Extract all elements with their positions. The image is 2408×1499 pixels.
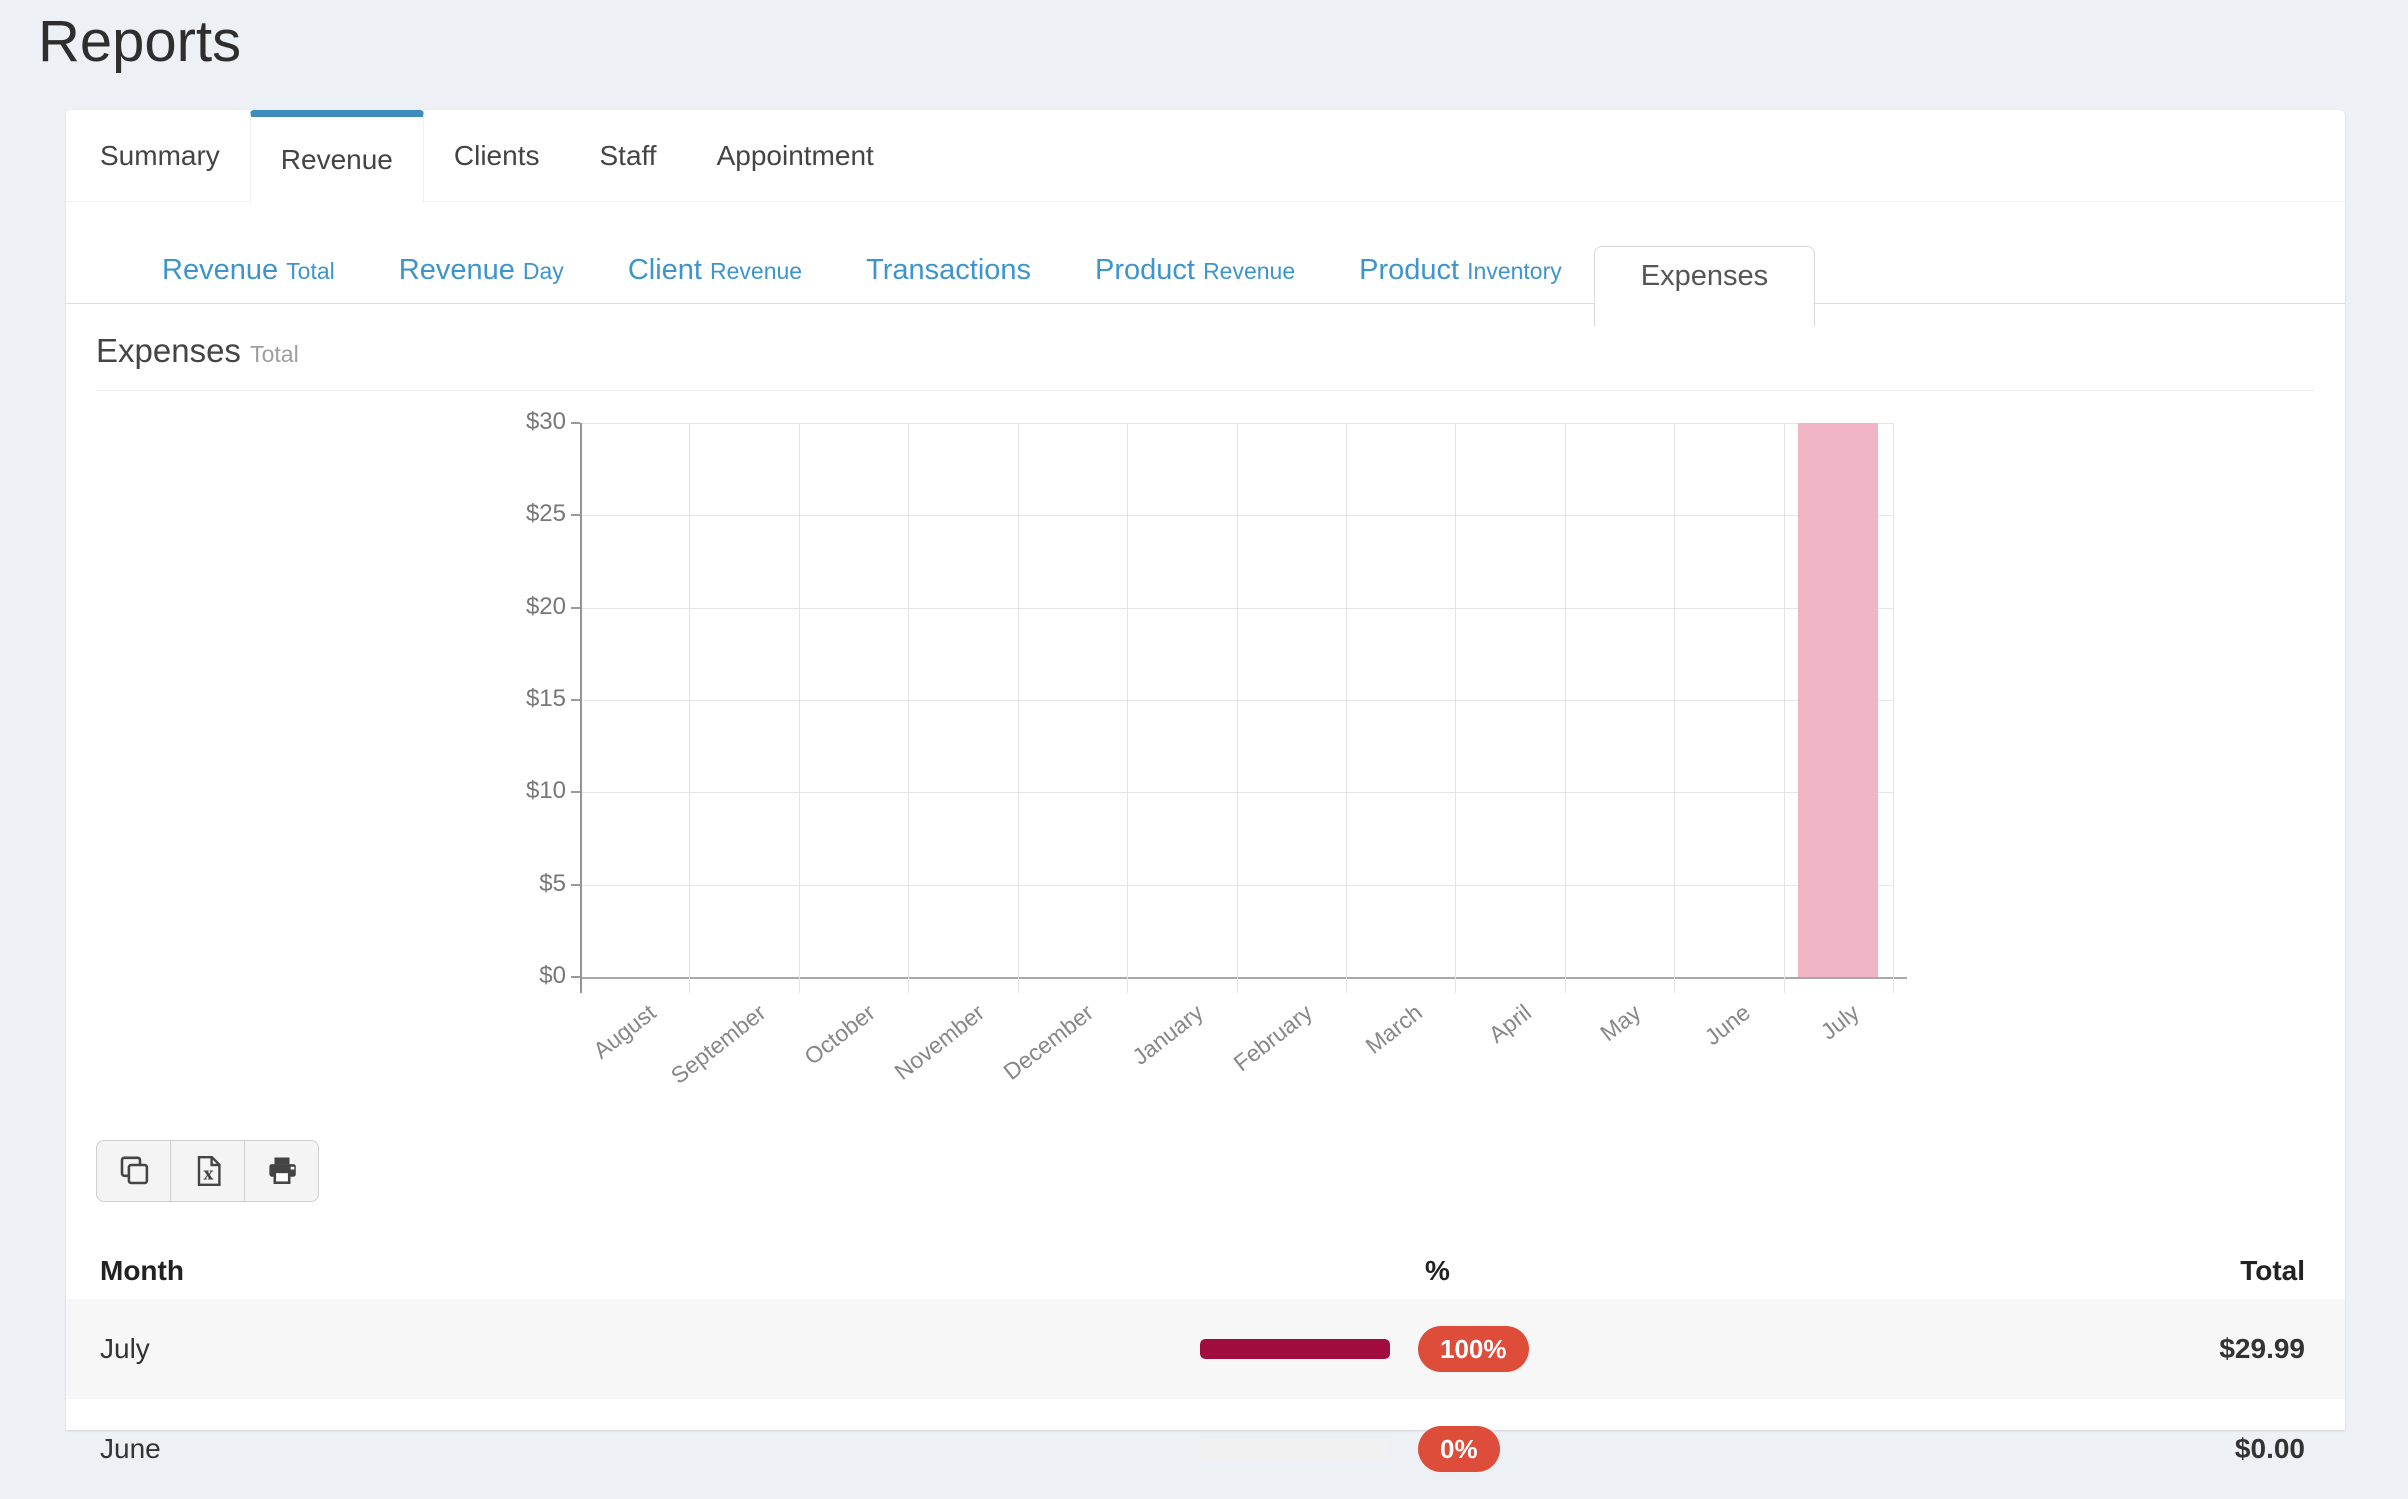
reports-card: Summary Revenue Clients Staff Appointmen… — [66, 110, 2345, 1472]
subtab-product-revenue[interactable]: Product Revenue — [1095, 254, 1296, 286]
table-row: July 100% $29.99 — [66, 1299, 2345, 1399]
section-divider — [96, 390, 2315, 391]
x-axis-label: September — [665, 999, 771, 1089]
y-axis-tick — [571, 422, 580, 424]
copy-button[interactable] — [96, 1140, 171, 1202]
x-axis-label: October — [799, 999, 880, 1070]
x-axis-label: January — [1127, 999, 1208, 1070]
y-axis-tick — [571, 791, 580, 794]
y-axis-label: $5 — [539, 869, 566, 897]
tab-revenue[interactable]: Revenue — [249, 110, 424, 203]
x-axis-label: May — [1595, 999, 1646, 1047]
month-cell: July — [100, 1333, 150, 1364]
copy-icon — [120, 1156, 148, 1185]
total-cell: $29.99 — [2219, 1333, 2305, 1364]
section-subtitle: Total — [250, 341, 299, 367]
tab-staff[interactable]: Staff — [599, 140, 657, 171]
y-axis-label: $30 — [525, 408, 566, 435]
x-axis-label: April — [1483, 999, 1537, 1048]
table-row: June 0% $0.00 — [66, 1399, 2345, 1499]
chart-plot-area: $30 $25 $20 $15 $10 $5 $0 August September Octobe… — [526, 408, 1907, 1089]
print-icon — [268, 1157, 296, 1184]
subtab-revenue-day[interactable]: Revenue Day — [398, 254, 564, 286]
grid-line-v — [1455, 423, 1457, 993]
y-axis-tick — [571, 606, 580, 609]
grid-line-v — [1127, 423, 1129, 993]
x-axis-label: August — [588, 999, 661, 1064]
tab-appointment[interactable]: Appointment — [716, 140, 874, 171]
y-axis-label: $0 — [539, 962, 566, 989]
y-axis-label: $10 — [525, 777, 566, 805]
grid-line-v — [798, 423, 800, 993]
bar-july — [1798, 423, 1879, 977]
subtab-revenue-total[interactable]: Revenue Total — [162, 254, 335, 286]
progress-track — [1200, 1339, 1390, 1359]
grid-line-v — [908, 423, 910, 993]
expenses-bar-chart: $30 $25 $20 $15 $10 $5 $0 August September Octobe… — [66, 391, 2345, 1091]
column-header-total: Total — [2240, 1255, 2305, 1286]
grid-line-v — [1017, 423, 1019, 993]
progress-fill — [1200, 1339, 1390, 1359]
month-cell: June — [100, 1433, 161, 1464]
y-axis-label: $15 — [525, 685, 566, 712]
column-header-month: Month — [100, 1255, 184, 1286]
percent-badge: 100% — [1418, 1326, 1529, 1372]
x-axis-label: July — [1816, 999, 1865, 1045]
grid-line-v — [1783, 423, 1785, 993]
y-axis-label: $20 — [525, 592, 566, 620]
main-tab-bar: Summary Revenue Clients Staff Appointmen… — [66, 110, 2345, 203]
y-axis-tick — [571, 514, 580, 517]
x-axis-label: February — [1228, 999, 1318, 1077]
print-button[interactable] — [244, 1140, 319, 1202]
column-header-percent: % — [1425, 1255, 1450, 1286]
x-axis-label: June — [1699, 999, 1755, 1051]
y-axis-label: $25 — [525, 500, 566, 528]
grid-line-v — [1564, 423, 1566, 993]
grid-line-h — [580, 977, 1907, 979]
subtab-product-inventory[interactable]: Product Inventory — [1359, 254, 1562, 286]
y-axis-line — [580, 423, 582, 993]
grid-line-v — [1345, 423, 1347, 993]
revenue-sub-tab-bar: Revenue Total Revenue Day Client Revenue… — [66, 202, 2345, 330]
tab-summary[interactable]: Summary — [100, 140, 220, 171]
x-axis-label: November — [889, 999, 989, 1085]
x-axis-label: March — [1360, 999, 1427, 1059]
percent-cell: 100% — [1200, 1326, 2056, 1372]
subtab-transactions[interactable]: Transactions — [866, 254, 1032, 286]
subtab-client-revenue[interactable]: Client Revenue — [627, 254, 803, 286]
export-toolbar: x — [96, 1140, 2345, 1202]
percent-badge: 0% — [1418, 1426, 1500, 1472]
page-title: Reports — [38, 9, 242, 74]
excel-export-button[interactable]: x — [170, 1140, 245, 1202]
section-heading: Expenses Total — [66, 330, 2345, 370]
excel-export-icon: x — [197, 1156, 221, 1186]
grid-line-v — [1893, 423, 1894, 993]
subtab-expenses[interactable]: Expenses — [1593, 246, 1816, 326]
grid-line-v — [689, 423, 691, 993]
percent-cell: 0% — [1200, 1426, 2056, 1472]
svg-text:x: x — [203, 1165, 213, 1184]
grid-line-v — [1674, 423, 1676, 993]
table-header-row: Month % Total — [66, 1243, 2345, 1299]
section-title: Expenses — [96, 332, 241, 369]
y-axis-tick — [571, 883, 580, 886]
expenses-table: Month % Total July 100% $29.99 June 0% $ — [66, 1243, 2345, 1499]
total-cell: $0.00 — [2234, 1433, 2305, 1464]
x-axis-label: December — [998, 999, 1099, 1085]
progress-track — [1200, 1439, 1390, 1459]
y-axis-tick — [571, 976, 580, 978]
y-axis-tick — [571, 699, 580, 701]
grid-line-v — [1236, 423, 1238, 993]
tab-clients[interactable]: Clients — [453, 140, 540, 171]
